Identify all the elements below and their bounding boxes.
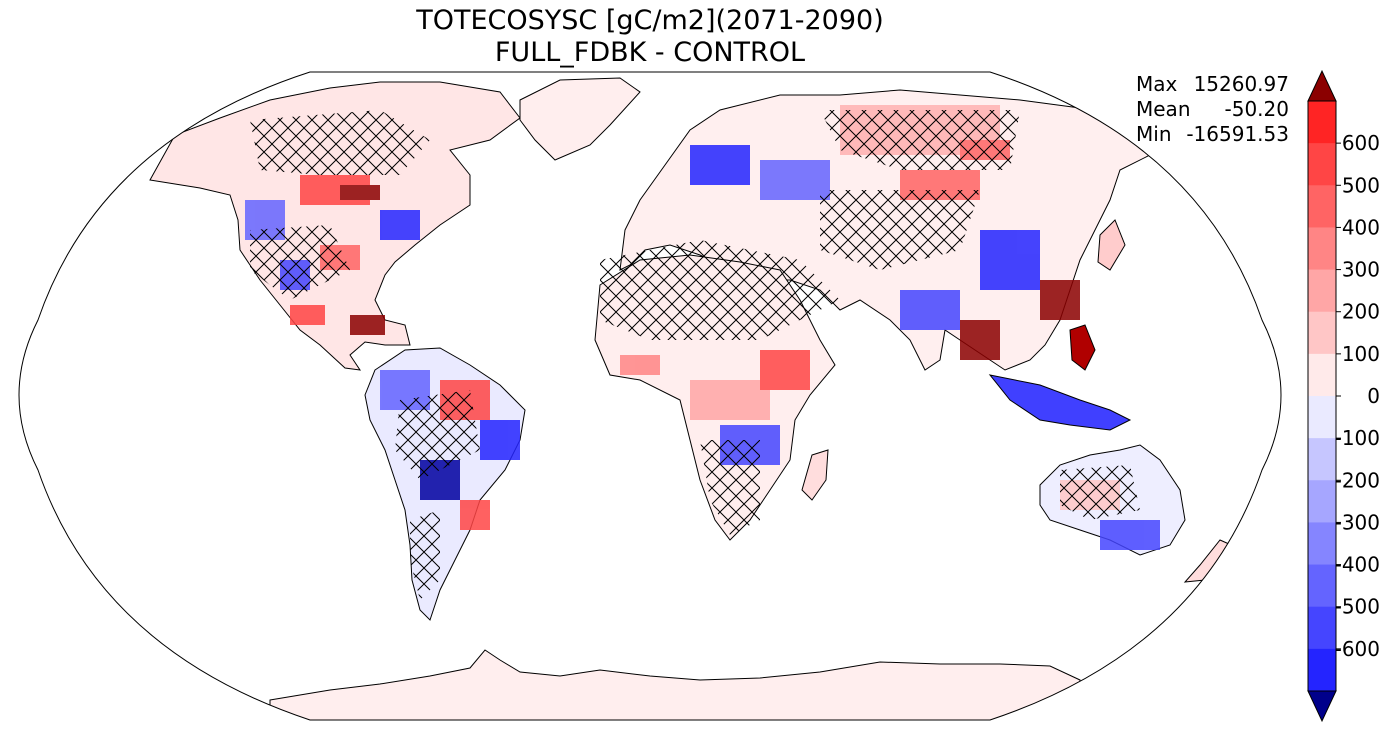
philippines <box>1069 324 1096 371</box>
japan <box>1097 219 1126 271</box>
madagascar <box>801 449 829 501</box>
colorbar-tick-label: -300 <box>1335 510 1380 534</box>
colorbar-segment <box>1308 311 1336 355</box>
colorbar-segment <box>1308 101 1336 144</box>
colorbar-segment <box>1308 648 1336 692</box>
colorbar: 600 500 400 300 200 100 0 -100 -200 -300 -400 -500 -… <box>1307 69 1380 723</box>
colorbar-tick-label: 300 <box>1342 258 1380 282</box>
colorbar-segment <box>1308 438 1336 481</box>
colorbar-tick-label: 600 <box>1342 131 1380 155</box>
map-layer <box>19 72 1281 720</box>
colorbar-segment <box>1308 606 1336 650</box>
colorbar-segment <box>1308 522 1336 566</box>
colorbar-tick-label: -500 <box>1335 595 1380 619</box>
antarctica <box>269 649 1081 720</box>
colorbar-under-triangle <box>1307 690 1337 723</box>
colorbar-tick-label: -400 <box>1335 553 1380 577</box>
colorbar-segment <box>1308 269 1336 313</box>
colorbar-tick-label: 400 <box>1342 215 1380 239</box>
colorbar-tick-label: -600 <box>1335 637 1380 661</box>
globe-outline <box>18 71 1282 721</box>
map-subtitle: FULL_FDBK - CONTROL <box>494 37 806 68</box>
colorbar-tick-label: -200 <box>1335 468 1380 492</box>
colorbar-segment <box>1308 353 1336 397</box>
stat-min-value: -16591.53 <box>1186 122 1289 146</box>
stat-max-label: Max <box>1136 72 1178 96</box>
colorbar-tick-label: 100 <box>1342 342 1380 366</box>
southeast-asia-islands <box>988 374 1132 431</box>
stat-mean: Mean -50.20 <box>1136 97 1289 122</box>
colorbar-segment <box>1308 564 1336 608</box>
stats-panel: Max 15260.97 Mean -50.20 Min -16591.53 <box>1136 72 1289 147</box>
colorbar-tick-label: 0 <box>1367 384 1380 408</box>
stat-max-value: 15260.97 <box>1193 72 1289 96</box>
colorbar-tick-label: -100 <box>1335 426 1380 450</box>
colorbar-segment <box>1308 143 1336 186</box>
colorbar-segment <box>1308 480 1336 523</box>
colorbar-segment <box>1308 396 1336 439</box>
north-america <box>149 81 521 371</box>
stat-min-label: Min <box>1136 122 1172 146</box>
colorbar-segment <box>1308 227 1336 271</box>
stat-max: Max 15260.97 <box>1136 72 1289 97</box>
colorbar-tick-label: 500 <box>1342 173 1380 197</box>
stat-min: Min -16591.53 <box>1136 122 1289 147</box>
hatch-overlay <box>250 110 1140 600</box>
map-title: TOTECOSYSC [gC/m2](2071-2090) <box>416 5 884 36</box>
stat-mean-label: Mean <box>1136 97 1191 121</box>
colorbar-segment <box>1308 185 1336 228</box>
greenland <box>519 77 641 161</box>
colorbar-tick-label: 200 <box>1342 300 1380 324</box>
stat-mean-value: -50.20 <box>1224 97 1289 121</box>
colorbar-over-triangle <box>1307 69 1337 102</box>
